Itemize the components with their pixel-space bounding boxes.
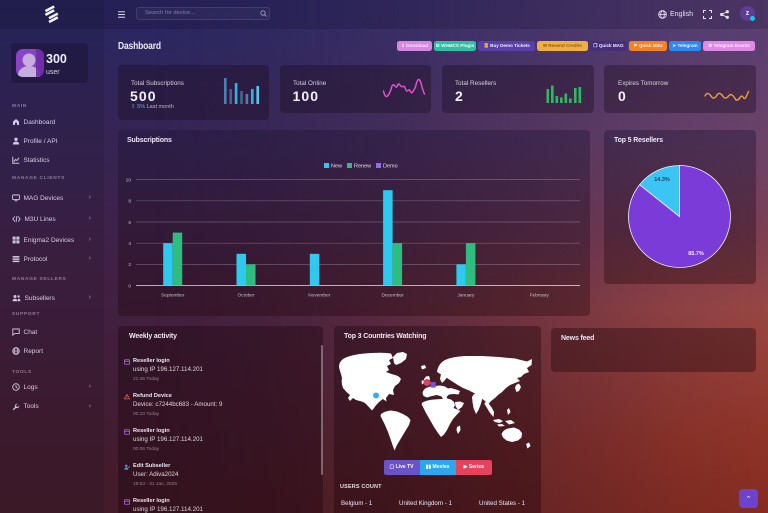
svg-text:0: 0: [128, 283, 131, 289]
svg-text:2: 2: [128, 262, 131, 268]
svg-text:4: 4: [128, 241, 131, 247]
svg-text:December: December: [381, 293, 404, 299]
svg-text:Renew: Renew: [354, 164, 371, 170]
svg-text:September: September: [160, 293, 184, 299]
svg-text:New: New: [331, 164, 342, 170]
svg-text:November: November: [308, 293, 331, 299]
svg-text:6: 6: [128, 220, 131, 226]
svg-text:10: 10: [125, 177, 131, 183]
svg-text:8: 8: [128, 199, 131, 205]
svg-text:October: October: [237, 293, 254, 299]
svg-text:Demo: Demo: [383, 164, 398, 170]
svg-text:January: January: [457, 293, 475, 299]
svg-text:85.7%: 85.7%: [688, 251, 704, 257]
svg-text:February: February: [529, 293, 549, 299]
svg-text:14.3%: 14.3%: [654, 177, 670, 183]
